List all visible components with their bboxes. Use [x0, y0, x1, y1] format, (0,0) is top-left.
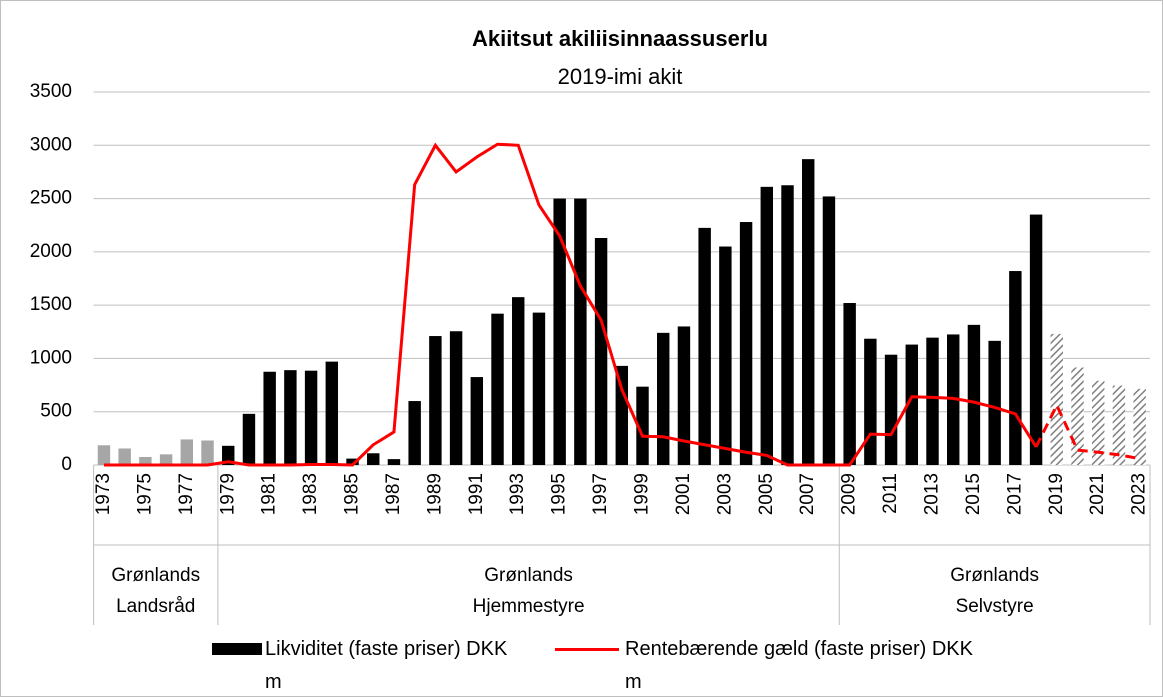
x-tick-label: 2015: [963, 473, 984, 515]
bar: [967, 324, 981, 465]
bar: [429, 336, 442, 465]
bar: [304, 370, 318, 465]
bar: [1092, 380, 1105, 465]
bar: [346, 458, 359, 465]
line: [103, 142, 1038, 467]
x-tick-label: 1973: [93, 473, 114, 515]
x-tick-label: 2009: [839, 473, 860, 515]
bar: [180, 439, 194, 465]
bar: [159, 454, 173, 465]
x-tick-label: 2003: [714, 473, 735, 515]
bar: [657, 332, 670, 465]
x-tick-label: 1989: [424, 473, 445, 515]
legend-label: Rentebærende gæld (faste priser) DKK m: [625, 638, 973, 693]
group-label: Landsråd: [116, 596, 195, 617]
bar: [222, 445, 235, 465]
legend-swatch: [555, 648, 619, 651]
chart-subtitle: 2019-imi akit: [558, 64, 683, 89]
bar: [802, 159, 815, 465]
x-tick-label: 2013: [922, 473, 943, 515]
bar: [1133, 388, 1146, 465]
bar: [325, 361, 339, 465]
x-tick-label: 2001: [673, 473, 694, 515]
x-tick-label: 1985: [342, 473, 363, 515]
x-tick-label: 2019: [1046, 473, 1067, 515]
x-tick-label: 1997: [590, 473, 611, 515]
bar: [263, 371, 276, 465]
bar: [1050, 333, 1064, 465]
y-tick-label: 3000: [30, 134, 72, 155]
bar: [843, 303, 856, 465]
bar: [719, 246, 732, 465]
group-label: Grønlands: [484, 565, 573, 586]
x-tick-label: 2007: [797, 473, 818, 515]
bar: [926, 337, 939, 465]
x-tick-label: 2021: [1087, 473, 1108, 515]
bar: [636, 386, 649, 465]
bar: [118, 448, 131, 465]
bar: [988, 340, 1001, 465]
bar: [677, 326, 691, 465]
bar: [781, 185, 794, 465]
bar: [760, 186, 774, 465]
group-label: Grønlands: [950, 565, 1039, 586]
x-tick-label: 1975: [134, 473, 155, 515]
bar: [698, 227, 711, 465]
x-tick-label: 1979: [217, 473, 238, 515]
bar: [470, 377, 484, 465]
x-tick-label: 1995: [549, 473, 570, 515]
bar: [532, 312, 546, 465]
bar: [387, 459, 401, 465]
bar: [284, 370, 297, 465]
bar: [367, 453, 380, 465]
bar: [97, 445, 111, 465]
bar: [139, 457, 152, 465]
bar: [242, 413, 256, 465]
x-tick-label: 1981: [259, 473, 280, 515]
y-tick-label: 1000: [30, 347, 72, 368]
y-tick-label: 1500: [30, 294, 72, 315]
group-label: Selvstyre: [956, 596, 1034, 617]
x-tick-label: 2017: [1004, 473, 1025, 515]
y-tick-label: 3500: [30, 81, 72, 102]
bar: [615, 365, 629, 465]
x-tick-label: 1983: [300, 473, 321, 515]
legend-label: Likviditet (faste priser) DKK m: [265, 638, 508, 693]
bar: [864, 338, 877, 465]
x-tick-label: 2011: [880, 473, 901, 514]
bar: [1112, 385, 1126, 465]
bar: [884, 354, 898, 465]
forecast-line: [1034, 401, 1140, 461]
bar: [1009, 271, 1022, 465]
legend-swatch: [212, 643, 262, 655]
x-tick-label: 1999: [632, 473, 653, 515]
group-label: Grønlands: [111, 565, 200, 586]
x-tick-label: 1977: [176, 473, 197, 515]
x-tick-label: 1991: [466, 473, 487, 515]
y-tick-label: 2500: [30, 188, 72, 209]
chart-title: Akiitsut akiliisinnaassuserlu: [472, 26, 768, 51]
bar: [201, 440, 214, 465]
x-tick-label: 2005: [756, 473, 777, 515]
y-tick-label: 0: [61, 454, 72, 475]
bar: [408, 401, 421, 465]
bar: [905, 344, 919, 465]
bar: [512, 297, 525, 465]
group-label: Hjemmestyre: [473, 596, 585, 617]
y-tick-label: 500: [40, 401, 72, 422]
bar: [1029, 214, 1043, 465]
bar: [553, 198, 566, 466]
bar: [491, 313, 504, 465]
bar: [739, 222, 753, 465]
x-tick-label: 1993: [507, 473, 528, 515]
x-tick-label: 2023: [1129, 473, 1150, 515]
bar: [449, 331, 463, 465]
y-tick-label: 2000: [30, 241, 72, 262]
bar: [574, 198, 587, 466]
x-tick-label: 1987: [383, 473, 404, 515]
bar: [594, 238, 608, 465]
bar: [822, 196, 836, 465]
